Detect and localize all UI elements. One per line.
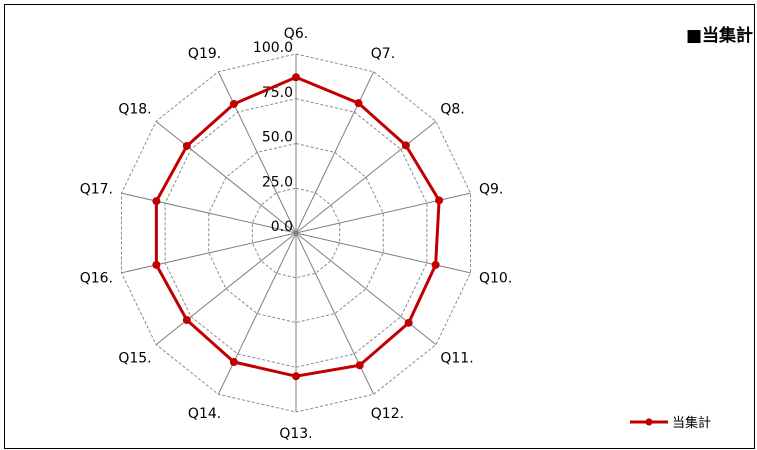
category-label: Q6. [284,26,308,42]
data-point [354,99,363,108]
spoke [217,232,297,395]
data-point [292,73,300,82]
data-point [152,197,161,206]
data-point [229,99,238,108]
tick-label: 50.0 [262,130,293,146]
category-label: Q16. [80,271,113,287]
grid-ring [208,142,384,324]
tick-label: 100.0 [253,40,293,56]
data-point [401,141,410,150]
data-point [404,318,413,327]
tick-label: 0.0 [271,219,293,235]
spoke [217,71,297,234]
category-label: Q13. [279,426,312,442]
data-point [431,260,440,269]
category-label: Q11. [440,351,473,367]
radial-tick-labels: 0.0 25.0 50.0 75.0 100.0 [253,40,293,235]
category-label: Q10. [479,271,512,287]
tick-label: 75.0 [262,85,293,101]
category-labels: Q6. Q7. Q8. Q9. Q10. Q11. Q12. Q13. Q14. Q15. Q16.… [80,26,513,442]
series-layer [152,73,444,381]
data-point [355,361,364,370]
grid-ring [164,98,428,368]
spoke [155,121,297,234]
series-line [154,75,441,378]
spoke [295,71,375,234]
spoke [155,232,297,345]
category-label: Q17. [80,181,113,197]
chart-frame [4,4,755,449]
spoke [295,232,437,345]
category-label: Q8. [440,101,464,117]
category-label: Q19. [188,46,221,62]
category-label: Q12. [371,406,404,422]
data-point [292,372,300,381]
category-label: Q14. [188,406,221,422]
spoke [121,192,297,234]
category-label: Q7. [371,46,395,62]
legend-marker [630,417,668,426]
legend: 当集計 [628,412,711,431]
spoke [121,232,297,274]
data-point [435,196,444,205]
grid-ring [251,187,341,279]
spoke [295,232,471,274]
category-label: Q15. [118,351,151,367]
spoke [295,192,471,234]
data-point [182,141,191,150]
category-label: Q9. [479,181,503,197]
data-point [182,316,191,325]
tick-label: 25.0 [262,174,293,190]
data-point [229,358,238,367]
data-point [152,260,161,269]
chart-title: ■当集計 [685,26,753,46]
spoke [295,121,437,234]
category-label: Q18. [118,101,151,117]
legend-label: 当集計 [672,416,712,431]
